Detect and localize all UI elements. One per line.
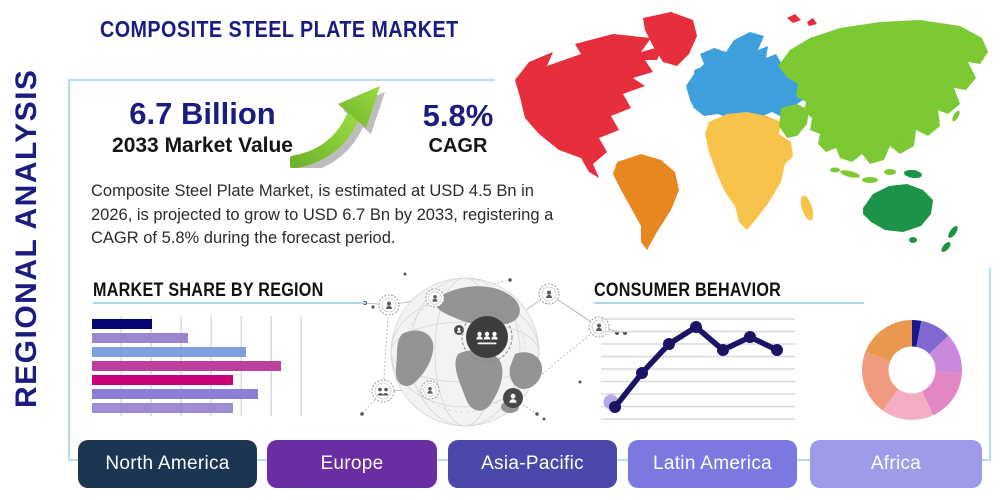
bar-segment-5 xyxy=(92,389,258,399)
island-madagascar xyxy=(800,195,814,221)
bar-segment-4 xyxy=(92,375,233,385)
donut-slice-6 xyxy=(865,320,912,362)
consumer-behavior-underline xyxy=(594,302,864,304)
arctic-island-2 xyxy=(807,18,817,26)
side-label-regional-analysis: REGIONAL ANALYSIS xyxy=(10,68,43,408)
island-tasmania xyxy=(909,237,917,243)
islands-japan xyxy=(945,94,960,122)
region-button-africa[interactable]: Africa xyxy=(810,440,982,488)
line-chart-svg xyxy=(601,318,795,420)
region-button-europe[interactable]: Europe xyxy=(267,440,437,488)
donut-slice-5 xyxy=(861,351,899,411)
market-value-label: 2033 Market Value xyxy=(112,134,293,157)
continent-south-america xyxy=(613,154,679,250)
market-value-stat: 6.7 Billion xyxy=(129,96,276,131)
market-description: Composite Steel Plate Market, is estimat… xyxy=(91,182,554,247)
page-title: COMPOSITE STEEL PLATE MARKET xyxy=(100,16,459,42)
global-network-globe-icon xyxy=(360,272,627,427)
donut-chart-svg xyxy=(861,320,962,420)
market-share-heading: MARKET SHARE BY REGION xyxy=(93,280,324,301)
donut-slice-3 xyxy=(922,371,962,416)
consumer-behavior-heading: CONSUMER BEHAVIOR xyxy=(594,280,782,301)
continent-australia xyxy=(863,184,933,232)
bar-segment-1 xyxy=(92,333,188,343)
donut-slice-0 xyxy=(912,320,922,347)
bar-chart-bars xyxy=(92,316,304,416)
bar-segment-6 xyxy=(92,403,233,413)
market-share-underline xyxy=(93,302,366,304)
region-button-latin-america[interactable]: Latin America xyxy=(628,440,797,488)
donut-slice-1 xyxy=(916,320,949,354)
continent-europe xyxy=(686,32,808,120)
arctic-island-1 xyxy=(787,14,801,23)
donut-slice-2 xyxy=(929,335,962,374)
islands-southeast-asia xyxy=(830,136,904,183)
region-button-asia-pacific[interactable]: Asia-Pacific xyxy=(448,440,617,488)
bar-segment-0 xyxy=(92,319,152,329)
islands-new-zealand xyxy=(941,226,958,252)
continent-asia xyxy=(778,20,988,164)
island-new-guinea xyxy=(904,169,922,179)
island-greenland xyxy=(643,12,697,66)
cagr-label: CAGR xyxy=(428,135,488,157)
cagr-stat: 5.8% xyxy=(422,98,494,133)
region-button-north-america[interactable]: North America xyxy=(78,440,257,488)
bar-segment-3 xyxy=(92,361,281,371)
growth-arrow-icon xyxy=(290,86,385,168)
continent-africa xyxy=(705,112,793,230)
bar-segment-2 xyxy=(92,347,246,357)
globe-continents xyxy=(395,286,543,413)
continent-north-america xyxy=(515,34,663,178)
network-nodes xyxy=(371,283,610,408)
world-map xyxy=(495,2,995,268)
donut-slice-4 xyxy=(882,389,934,420)
region-arabia xyxy=(779,104,809,138)
